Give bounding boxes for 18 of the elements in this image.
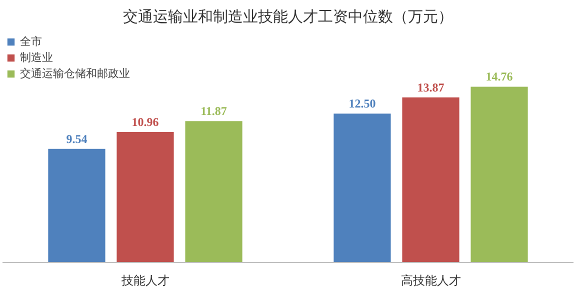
bar (470, 86, 528, 262)
bar (48, 148, 106, 262)
data-label: 9.54 (66, 132, 88, 146)
bar (116, 132, 174, 262)
data-label: 13.87 (417, 80, 444, 94)
data-label: 14.76 (486, 70, 513, 84)
data-label: 11.87 (200, 104, 227, 118)
legend-label: 全市 (20, 34, 42, 49)
x-tick-label: 高技能人才 (400, 274, 461, 288)
chart-title: 交通运输业和制造业技能人才工资中位数（万元） (123, 8, 453, 26)
bar (334, 114, 391, 262)
data-label: 12.50 (348, 96, 376, 111)
legend-label: 交通运输仓储和邮政业 (20, 66, 130, 81)
bar (185, 121, 242, 262)
bar (402, 97, 460, 262)
legend-label: 制造业 (20, 50, 53, 65)
x-tick-label: 技能人才 (120, 274, 170, 288)
data-label: 10.96 (132, 114, 159, 129)
